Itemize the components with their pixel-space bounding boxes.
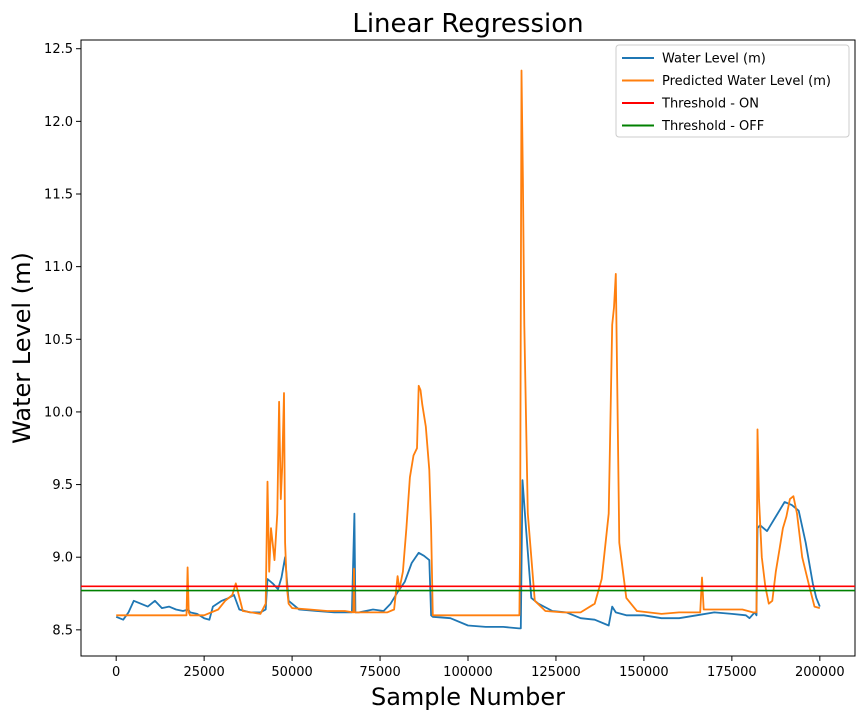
x-axis-label: Sample Number <box>371 683 565 711</box>
y-tick-label: 9.0 <box>52 551 73 566</box>
y-tick-label: 8.5 <box>52 623 73 638</box>
y-tick-label: 11.0 <box>44 260 73 275</box>
y-tick-label: 10.5 <box>44 333 73 348</box>
x-axis: 0 25000 50000 75000 100000 125000 150000 175000… <box>112 656 845 680</box>
legend: Water Level (m) Predicted Water Level (m)… <box>615 44 850 138</box>
legend-label: Predicted Water Level (m) <box>662 74 831 89</box>
x-tick-label: 125000 <box>531 665 581 680</box>
y-tick-label: 11.5 <box>44 188 73 203</box>
legend-label: Threshold - OFF <box>661 119 764 134</box>
x-tick-label: 25000 <box>183 665 224 680</box>
legend-entries: Water Level (m) Predicted Water Level (m)… <box>622 52 831 134</box>
series-line-water-level-m <box>115 479 821 630</box>
series-layer <box>81 69 855 630</box>
legend-label: Threshold - ON <box>661 97 759 112</box>
y-tick-label: 10.0 <box>44 405 73 420</box>
x-tick-label: 200000 <box>795 665 845 680</box>
x-tick-label: 0 <box>112 665 120 680</box>
y-tick-label: 12.5 <box>44 42 73 57</box>
y-axis: 8.5 9.0 9.5 10.0 10.5 11.0 11.5 12.0 12.5 <box>44 42 81 638</box>
x-tick-label: 100000 <box>443 665 493 680</box>
y-tick-label: 9.5 <box>52 478 73 493</box>
x-tick-label: 75000 <box>359 665 400 680</box>
chart-title: Linear Regression <box>352 9 583 39</box>
x-tick-label: 50000 <box>271 665 312 680</box>
legend-label: Water Level (m) <box>662 52 766 67</box>
y-axis-label: Water Level (m) <box>8 252 36 444</box>
legend-box <box>615 44 850 138</box>
y-tick-label: 12.0 <box>44 115 73 130</box>
series-line-predicted-water-level-m <box>116 69 821 617</box>
x-tick-label: 150000 <box>619 665 669 680</box>
x-tick-label: 175000 <box>707 665 757 680</box>
